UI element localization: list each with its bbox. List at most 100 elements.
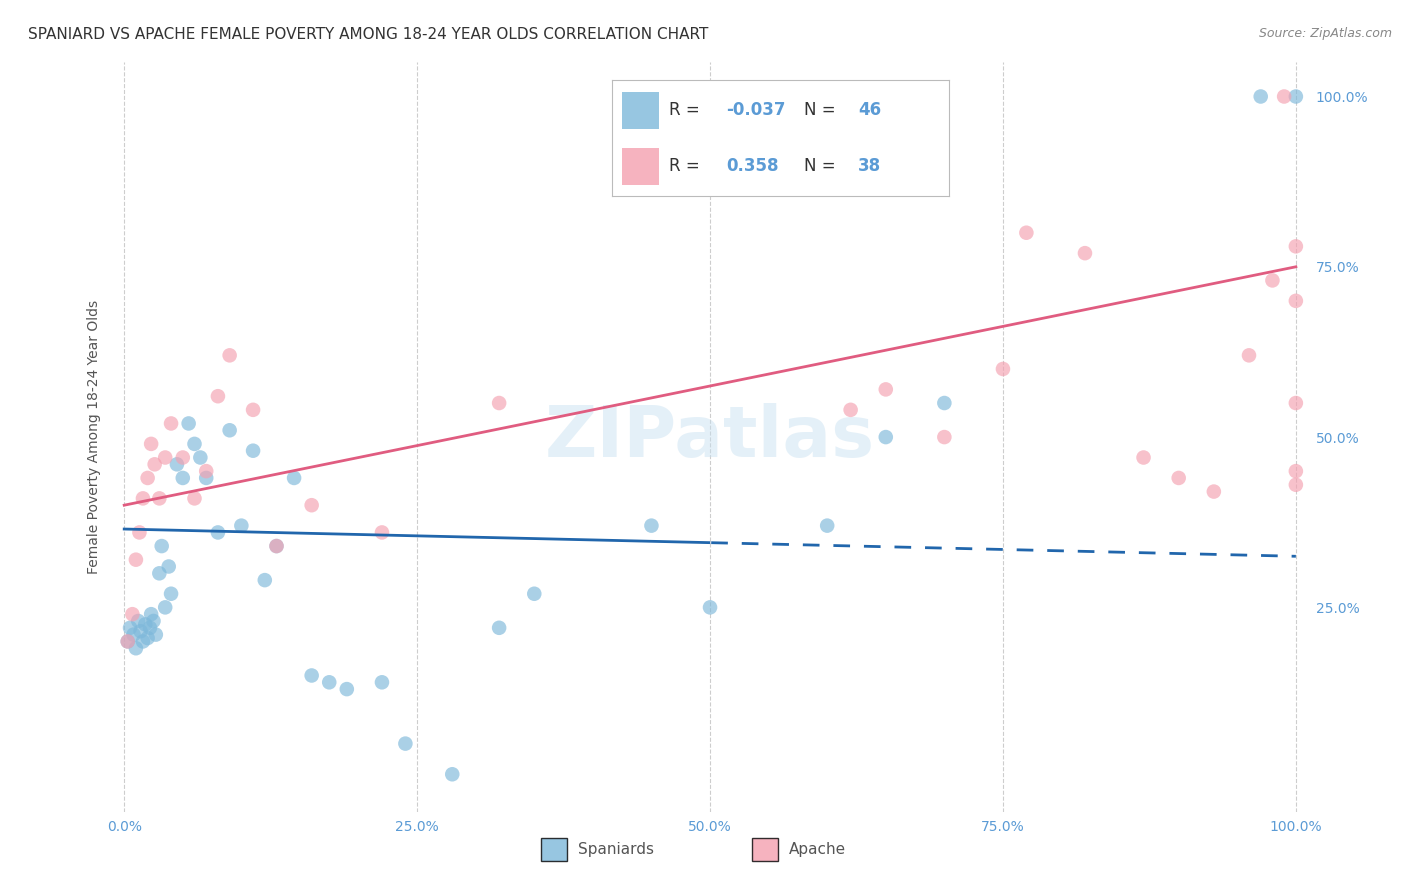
Point	[127, 614, 149, 628]
Point	[128, 525, 150, 540]
Point	[148, 566, 170, 581]
Point	[441, 767, 464, 781]
Point	[640, 518, 662, 533]
Point	[875, 430, 897, 444]
Point	[195, 464, 218, 478]
Point	[132, 491, 155, 506]
Point	[1015, 226, 1038, 240]
Text: ZIPatlas: ZIPatlas	[546, 402, 875, 472]
Point	[488, 621, 510, 635]
Point	[172, 471, 194, 485]
Point	[283, 471, 305, 485]
Point	[253, 573, 276, 587]
Point	[139, 621, 162, 635]
Point	[1202, 484, 1225, 499]
Point	[183, 437, 205, 451]
Point	[301, 668, 323, 682]
Point	[177, 417, 200, 431]
Text: R =: R =	[669, 102, 704, 120]
Text: -0.037: -0.037	[727, 102, 786, 120]
Text: R =: R =	[669, 157, 710, 175]
Point	[136, 631, 159, 645]
Point	[143, 458, 166, 472]
Point	[136, 471, 159, 485]
Point	[155, 450, 177, 465]
Text: 46: 46	[858, 102, 882, 120]
Point	[336, 682, 359, 697]
Bar	[621, 147, 659, 185]
Text: Apache: Apache	[789, 842, 846, 857]
Point	[148, 491, 170, 506]
Point	[132, 634, 155, 648]
Point	[134, 617, 156, 632]
Point	[231, 518, 253, 533]
Point	[141, 437, 163, 451]
Point	[371, 525, 394, 540]
Point	[117, 634, 139, 648]
Point	[121, 607, 143, 622]
Point	[1285, 89, 1308, 103]
Point	[266, 539, 288, 553]
Point	[122, 627, 145, 641]
Point	[815, 518, 838, 533]
Point	[125, 552, 148, 566]
Point	[142, 614, 165, 628]
Point	[1285, 464, 1308, 478]
Text: Source: ZipAtlas.com: Source: ZipAtlas.com	[1258, 27, 1392, 40]
Point	[188, 450, 212, 465]
Y-axis label: Female Poverty Among 18-24 Year Olds: Female Poverty Among 18-24 Year Olds	[87, 300, 101, 574]
Text: 38: 38	[858, 157, 882, 175]
Point	[839, 402, 862, 417]
Point	[155, 600, 177, 615]
Point	[991, 362, 1014, 376]
Point	[195, 471, 218, 485]
Point	[1272, 89, 1295, 103]
Point	[394, 737, 416, 751]
Text: 0.358: 0.358	[727, 157, 779, 175]
Point	[183, 491, 205, 506]
Point	[934, 430, 956, 444]
Point	[117, 634, 139, 648]
Point	[1285, 293, 1308, 308]
Point	[160, 417, 183, 431]
Point	[120, 621, 141, 635]
Point	[875, 383, 897, 397]
Point	[141, 607, 163, 622]
Point	[160, 587, 183, 601]
Point	[266, 539, 288, 553]
Point	[242, 443, 264, 458]
Point	[1250, 89, 1272, 103]
Point	[934, 396, 956, 410]
Point	[699, 600, 721, 615]
Point	[1237, 348, 1260, 362]
Bar	[621, 92, 659, 129]
Point	[523, 587, 546, 601]
Point	[1132, 450, 1154, 465]
Text: Spaniards: Spaniards	[578, 842, 654, 857]
Point	[1261, 273, 1284, 287]
Point	[218, 348, 240, 362]
Point	[1167, 471, 1189, 485]
Text: SPANIARD VS APACHE FEMALE POVERTY AMONG 18-24 YEAR OLDS CORRELATION CHART: SPANIARD VS APACHE FEMALE POVERTY AMONG …	[28, 27, 709, 42]
Point	[1285, 477, 1308, 491]
Point	[207, 389, 229, 403]
Point	[1285, 396, 1308, 410]
Point	[150, 539, 173, 553]
Point	[166, 458, 188, 472]
Text: N =: N =	[804, 102, 841, 120]
Point	[242, 402, 264, 417]
Point	[125, 641, 148, 656]
Point	[1074, 246, 1097, 260]
Point	[301, 498, 323, 512]
Point	[157, 559, 180, 574]
Point	[488, 396, 510, 410]
Text: N =: N =	[804, 157, 841, 175]
Point	[218, 423, 240, 437]
Point	[129, 624, 152, 639]
Point	[207, 525, 229, 540]
Point	[1285, 239, 1308, 253]
Point	[145, 627, 167, 641]
Point	[371, 675, 394, 690]
Point	[318, 675, 340, 690]
Point	[172, 450, 194, 465]
